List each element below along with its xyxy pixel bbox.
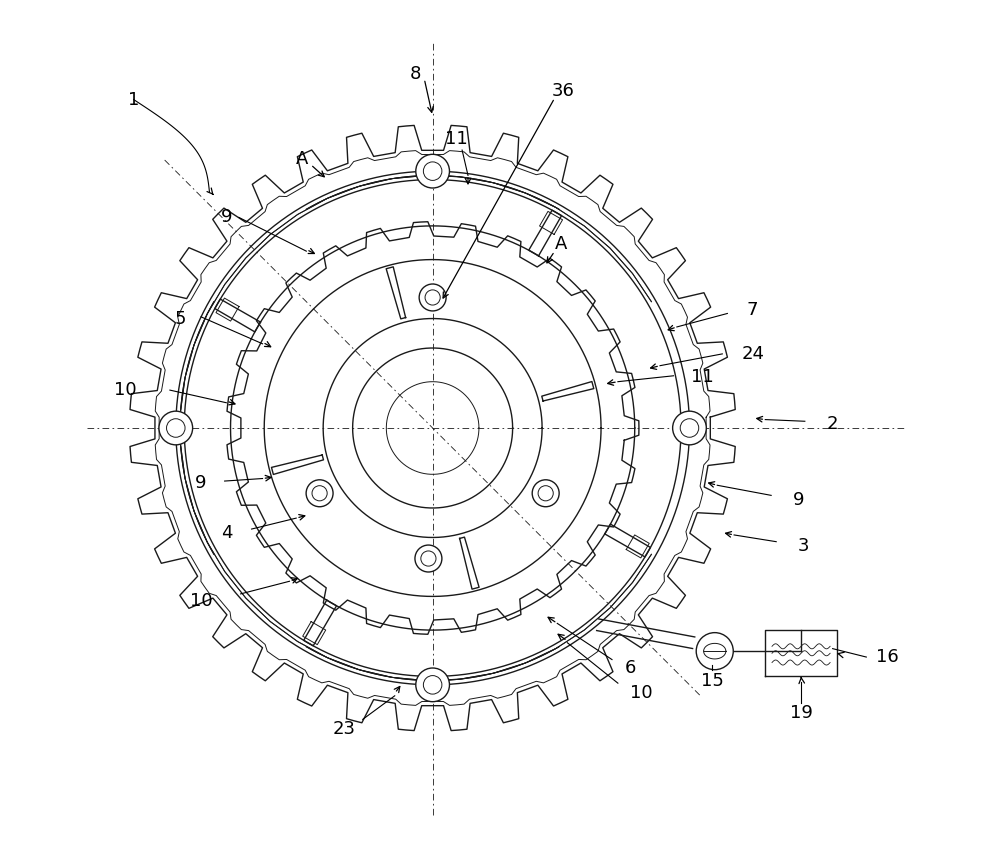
Text: 1: 1 <box>128 91 139 109</box>
Text: 24: 24 <box>741 345 764 363</box>
Text: 11: 11 <box>445 130 468 148</box>
Circle shape <box>673 411 706 445</box>
Circle shape <box>306 480 333 507</box>
Text: 10: 10 <box>190 591 212 609</box>
Circle shape <box>419 284 446 311</box>
Text: A: A <box>296 150 308 168</box>
Text: 16: 16 <box>876 648 899 666</box>
Text: 9: 9 <box>221 209 232 227</box>
Text: A: A <box>554 235 567 253</box>
Text: 3: 3 <box>797 537 809 555</box>
Circle shape <box>415 545 442 572</box>
Text: 23: 23 <box>333 721 356 739</box>
Circle shape <box>532 480 559 507</box>
Text: 9: 9 <box>793 490 805 508</box>
Text: 9: 9 <box>195 473 207 491</box>
Text: 2: 2 <box>827 415 838 433</box>
Text: 6: 6 <box>625 659 636 677</box>
Circle shape <box>416 668 449 702</box>
Text: 5: 5 <box>174 310 186 328</box>
Text: 10: 10 <box>114 381 137 399</box>
Circle shape <box>696 633 733 669</box>
Text: 36: 36 <box>552 82 575 100</box>
Circle shape <box>416 154 449 188</box>
Text: 8: 8 <box>410 65 421 83</box>
Text: 11: 11 <box>691 368 713 386</box>
Text: 19: 19 <box>790 704 813 722</box>
Text: 10: 10 <box>630 684 653 702</box>
Circle shape <box>159 411 193 445</box>
Text: 4: 4 <box>221 524 232 542</box>
Text: 15: 15 <box>701 672 724 690</box>
Text: 7: 7 <box>747 301 758 319</box>
